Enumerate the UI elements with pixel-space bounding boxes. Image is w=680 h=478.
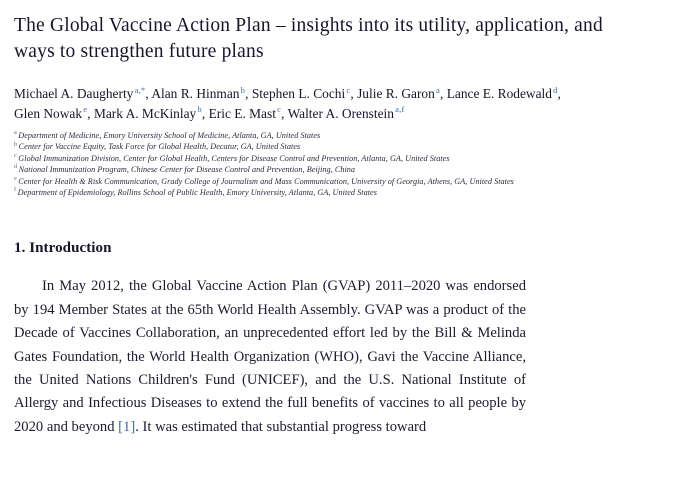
affiliation-marker: b [14, 140, 18, 148]
citation-link-1[interactable]: [1] [118, 418, 136, 435]
author-name[interactable]: Mark A. McKinlay [93, 105, 197, 121]
affiliation-item: d National Immunization Program, Chinese … [14, 164, 654, 175]
section-heading: 1. Introduction [14, 240, 112, 257]
affiliation-item: e Center for Health & Risk Communication,… [14, 174, 654, 187]
author-affiliation-marker[interactable]: c [346, 84, 351, 95]
author-separator: , [201, 105, 209, 121]
author-name[interactable]: Alan R. Hinman [151, 86, 240, 101]
author-affiliation-marker[interactable]: a,f [395, 104, 405, 115]
author-line-1: Michael A. Daughertya,*, Alan R. Hinmanb… [14, 84, 561, 101]
author-name[interactable]: Michael A. Daugherty [14, 86, 134, 101]
author-name[interactable]: Eric E. Mast [208, 105, 276, 121]
author-separator: , [440, 86, 447, 101]
affiliation-marker: e [14, 174, 17, 182]
author-separator: , [557, 86, 561, 101]
paragraph-text-before-citation: In May 2012, the Global Vaccine Action P… [14, 278, 526, 435]
body-column: In May 2012, the Global Vaccine Action P… [14, 275, 526, 439]
affiliation-text: Center for Health & Risk Communication, … [18, 176, 514, 186]
author-affiliation-marker[interactable]: e [83, 104, 88, 115]
affiliation-item: f Department of Epidemiology, Rollins Sch… [14, 187, 654, 198]
affiliation-marker: f [14, 186, 17, 194]
affiliation-text: National Immunization Program, Chinese C… [18, 165, 356, 175]
author-affiliation-marker[interactable]: a,* [134, 84, 146, 95]
affiliation-item: b Center for Vaccine Equity, Task Force f… [14, 141, 654, 152]
author-separator: , [145, 86, 152, 101]
affiliation-marker: d [14, 163, 18, 171]
author-name[interactable]: Walter A. Orenstein [287, 105, 394, 121]
paragraph-text-after-citation: . It was estimated that substantial prog… [135, 418, 427, 435]
author-separator: , [350, 86, 358, 101]
author-list: Michael A. Daughertya,*, Alan R. Hinmanb… [14, 84, 659, 123]
introduction-paragraph: In May 2012, the Global Vaccine Action P… [14, 275, 526, 439]
author-affiliation-marker[interactable]: c [277, 104, 282, 115]
author-affiliation-marker[interactable]: b [240, 84, 246, 95]
affiliation-marker: a [14, 129, 17, 137]
author-name[interactable]: Lance E. Rodewald [446, 86, 552, 101]
affiliation-marker: c [14, 152, 17, 160]
author-affiliation-marker[interactable]: b [197, 104, 202, 115]
affiliation-list: a Department of Medicine, Emory Universit… [14, 130, 654, 198]
author-separator: , [245, 86, 252, 101]
affiliation-text: Center for Vaccine Equity, Task Force fo… [18, 142, 301, 152]
affiliation-text: Department of Epidemiology, Rollins Scho… [17, 188, 377, 198]
author-separator: , [87, 105, 94, 121]
author-affiliation-marker[interactable]: d [553, 84, 558, 95]
affiliation-item: c Global Immunization Division, Center fo… [14, 152, 654, 164]
affiliation-text: Department of Medicine, Emory University… [18, 131, 321, 140]
author-separator: , [281, 105, 288, 121]
author-line-2: Glen Nowake, Mark A. McKinlayb, Eric E. … [14, 104, 405, 121]
author-name[interactable]: Glen Nowak [14, 105, 83, 121]
author-affiliation-marker[interactable]: a [436, 84, 441, 95]
author-name[interactable]: Julie R. Garon [357, 86, 435, 101]
affiliation-text: Global Immunization Division, Center for… [18, 153, 450, 163]
article-title: The Global Vaccine Action Plan – insight… [14, 15, 603, 62]
affiliation-item: a Department of Medicine, Emory Universit… [14, 130, 654, 141]
author-name[interactable]: Stephen L. Cochi [251, 86, 346, 101]
